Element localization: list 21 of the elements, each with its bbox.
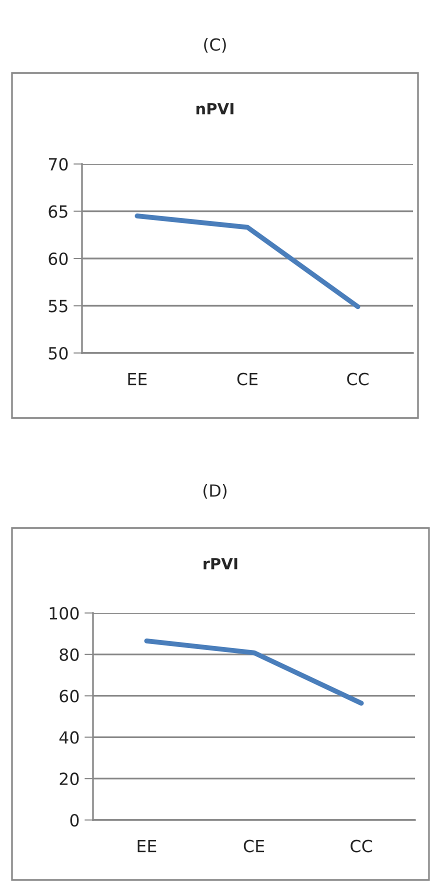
y-tick-label: 70 (48, 158, 68, 171)
text: (C) (204, 38, 226, 53)
chart-title: nPVI (196, 103, 234, 114)
x-tick-label: EE (138, 840, 156, 852)
y-tick-label: 65 (48, 205, 68, 218)
x-tick-label: CC (347, 372, 369, 386)
y-tick-label: 55 (48, 300, 68, 312)
y-tick-label: 50 (48, 346, 68, 360)
text: (D) (204, 484, 226, 499)
y-tick-label: 0 (70, 814, 79, 827)
y-tick-label: 60 (60, 690, 79, 702)
y-tick-label: 80 (60, 648, 79, 661)
x-tick-label: EE (128, 372, 147, 386)
y-tick-label: 100 (50, 606, 79, 620)
chart-title: rPVI (204, 558, 238, 570)
y-tick-label: 60 (48, 252, 68, 266)
x-tick-label: CC (350, 840, 372, 852)
y-tick-label: 20 (60, 772, 79, 786)
x-tick-label: CE (244, 840, 264, 852)
x-tick-label: CE (237, 372, 258, 386)
y-tick-label: 40 (59, 731, 79, 744)
